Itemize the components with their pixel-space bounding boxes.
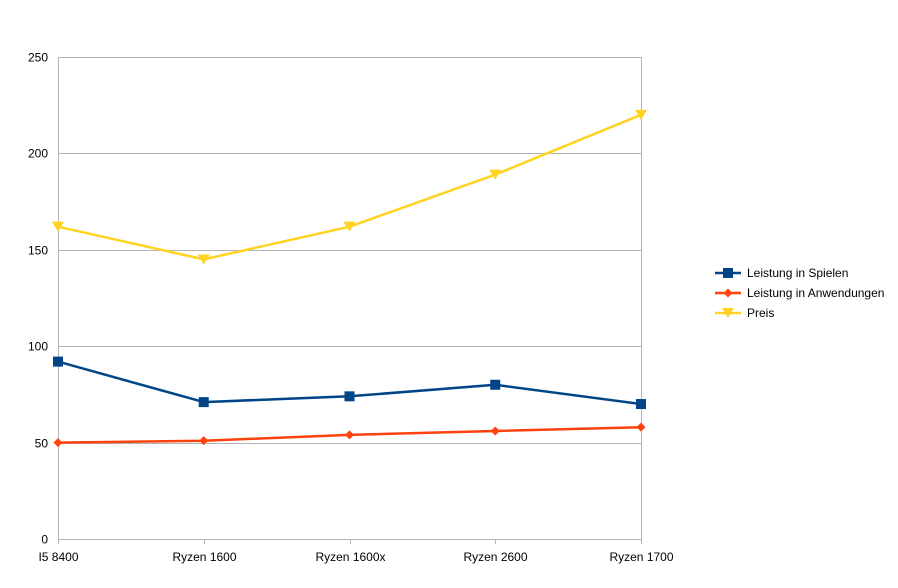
data-point: [345, 430, 354, 440]
legend-marker: [722, 308, 734, 318]
y-tick-label: 50: [35, 437, 49, 451]
data-point: [344, 391, 355, 402]
legend-entry: Leistung in Anwendungen: [715, 286, 884, 300]
data-point: [197, 254, 210, 265]
legend-label: Leistung in Anwendungen: [747, 286, 884, 300]
y-tick-label: 250: [28, 51, 48, 65]
legend-label: Preis: [747, 306, 774, 320]
legend-entry: Leistung in Spielen: [715, 266, 848, 280]
y-tick-label: 0: [41, 533, 48, 547]
series-1: [53, 356, 646, 410]
legend-marker: [723, 268, 733, 278]
data-point: [636, 399, 646, 410]
legend-entry: Preis: [715, 306, 774, 320]
axes: 0 50 100 150 200 250 I5 8400 Ryzen 1600 Ryzen 16…: [28, 51, 674, 565]
series-3: [52, 109, 647, 265]
data-point: [199, 436, 209, 446]
data-point: [343, 221, 356, 232]
y-tick-label: 150: [28, 244, 48, 258]
data-point: [489, 169, 502, 180]
data-point: [53, 356, 63, 367]
data-point: [490, 426, 500, 436]
series-2: [53, 422, 646, 448]
x-tick-label: Ryzen 1700: [609, 550, 673, 564]
data-point: [198, 397, 209, 408]
x-tick-label: I5 8400: [38, 550, 78, 564]
data-point: [636, 422, 646, 432]
grid: [58, 57, 641, 540]
y-tick-label: 200: [28, 147, 48, 161]
legend-label: Leistung in Spielen: [747, 266, 848, 280]
data-point: [52, 221, 64, 232]
x-tick-label: Ryzen 1600x: [315, 550, 385, 564]
data-point: [53, 438, 63, 448]
x-tick-label: Ryzen 2600: [463, 550, 527, 564]
x-tick-label: Ryzen 1600: [172, 550, 236, 564]
data-point: [635, 109, 647, 120]
data-point: [490, 379, 501, 390]
y-tick-label: 100: [28, 340, 48, 354]
legend-marker: [723, 288, 733, 298]
series: [52, 109, 647, 448]
legend: Leistung in Spielen Leistung in Anwendung…: [715, 266, 884, 320]
series-line: [57, 113, 642, 261]
